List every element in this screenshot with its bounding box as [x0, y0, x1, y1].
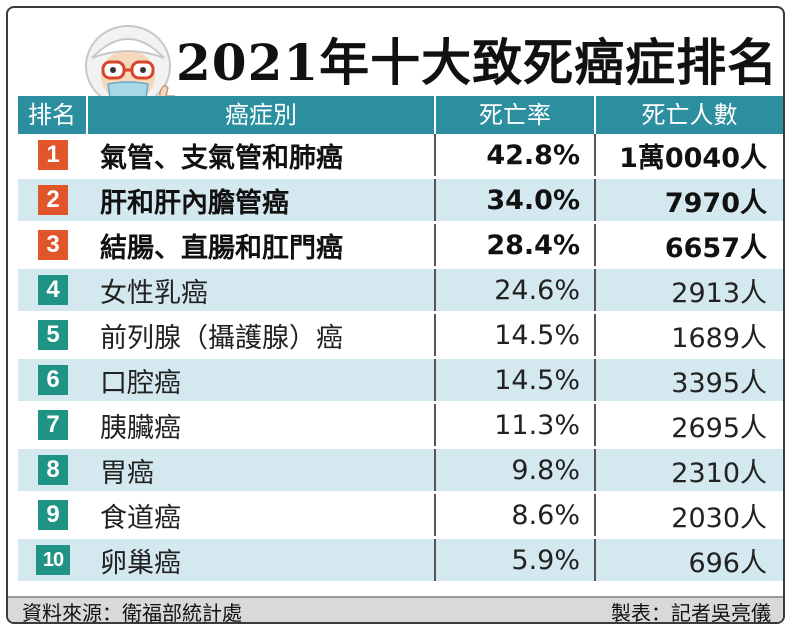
cancer-name: 胰臟癌: [88, 404, 436, 446]
chart-credit: 製表：記者吳亮儀: [611, 601, 771, 624]
death-count: 1689人: [671, 322, 767, 354]
table-row: 4 女性乳癌 24.6% 2913人: [18, 269, 783, 314]
death-count: 2913人: [671, 277, 767, 309]
table-row: 10 卵巢癌 5.9% 696人: [18, 539, 783, 584]
death-rate: 9.8%: [436, 449, 596, 491]
table-row: 8 胃癌 9.8% 2310人: [18, 449, 783, 494]
data-source: 資料來源：衛福部統計處: [22, 601, 242, 624]
rank-badge: 8: [38, 455, 68, 485]
header-rank: 排名: [18, 96, 88, 134]
death-rate: 14.5%: [436, 359, 596, 401]
table-row: 5 前列腺（攝護腺）癌 14.5% 1689人: [18, 314, 783, 359]
death-rate: 11.3%: [436, 404, 596, 446]
header-death-count: 死亡人數: [641, 101, 738, 129]
table-row: 2 肝和肝內膽管癌 34.0% 7970人: [18, 179, 783, 224]
cancer-name: 肝和肝內膽管癌: [88, 179, 436, 221]
cancer-name: 前列腺（攝護腺）癌: [88, 314, 436, 356]
rank-badge: 6: [38, 365, 68, 395]
death-rate: 42.8%: [436, 134, 596, 176]
death-count: 2310人: [671, 457, 767, 489]
cancer-name: 胃癌: [88, 449, 436, 491]
rank-badge: 10: [36, 545, 70, 575]
cancer-name: 氣管、支氣管和肺癌: [88, 134, 436, 176]
death-rate: 28.4%: [436, 224, 596, 266]
rank-badge: 2: [38, 185, 68, 215]
rank-badge: 1: [38, 140, 68, 170]
death-rate: 14.5%: [436, 314, 596, 356]
table-row: 6 口腔癌 14.5% 3395人: [18, 359, 783, 404]
death-count: 3395人: [671, 367, 767, 399]
death-rate: 8.6%: [436, 494, 596, 536]
cancer-name: 口腔癌: [88, 359, 436, 401]
death-count: 1萬0040人: [619, 142, 767, 174]
table-row: 3 結腸、直腸和肛門癌 28.4% 6657人: [18, 224, 783, 269]
cancer-name: 食道癌: [88, 494, 436, 536]
ranking-table: 排名 癌症別 死亡率 死亡人數 1 氣管、支氣管和肺癌 42.8% 1萬0040…: [18, 96, 783, 584]
rank-badge: 7: [38, 410, 68, 440]
table-row: 9 食道癌 8.6% 2030人: [18, 494, 783, 539]
table-row: 1 氣管、支氣管和肺癌 42.8% 1萬0040人: [18, 134, 783, 179]
rank-badge: 4: [38, 275, 68, 305]
death-count: 6657人: [664, 232, 767, 264]
cancer-name: 女性乳癌: [88, 269, 436, 311]
death-count: 2030人: [671, 502, 767, 534]
header-death-rate: 死亡率: [436, 96, 596, 134]
death-count: 696人: [688, 547, 767, 579]
rank-badge: 9: [38, 500, 68, 530]
header-cancer-type: 癌症別: [88, 96, 436, 134]
infographic-frame: 2021年十大致死癌症排名 排名 癌症別 死亡率 死亡人數 1 氣管、支氣管和肺…: [6, 6, 785, 624]
rank-badge: 3: [38, 230, 68, 260]
death-rate: 24.6%: [436, 269, 596, 311]
death-rate: 5.9%: [436, 539, 596, 581]
page-title: 2021年十大致死癌症排名: [176, 33, 779, 92]
death-count: 2695人: [671, 412, 767, 444]
table-header: 排名 癌症別 死亡率 死亡人數: [18, 96, 783, 134]
table-row: 7 胰臟癌 11.3% 2695人: [18, 404, 783, 449]
rank-badge: 5: [38, 320, 68, 350]
cancer-name: 卵巢癌: [88, 539, 436, 581]
death-count: 7970人: [664, 187, 767, 219]
footer-bar: 資料來源：衛福部統計處 製表：記者吳亮儀: [8, 596, 783, 624]
cancer-name: 結腸、直腸和肛門癌: [88, 224, 436, 266]
death-rate: 34.0%: [436, 179, 596, 221]
